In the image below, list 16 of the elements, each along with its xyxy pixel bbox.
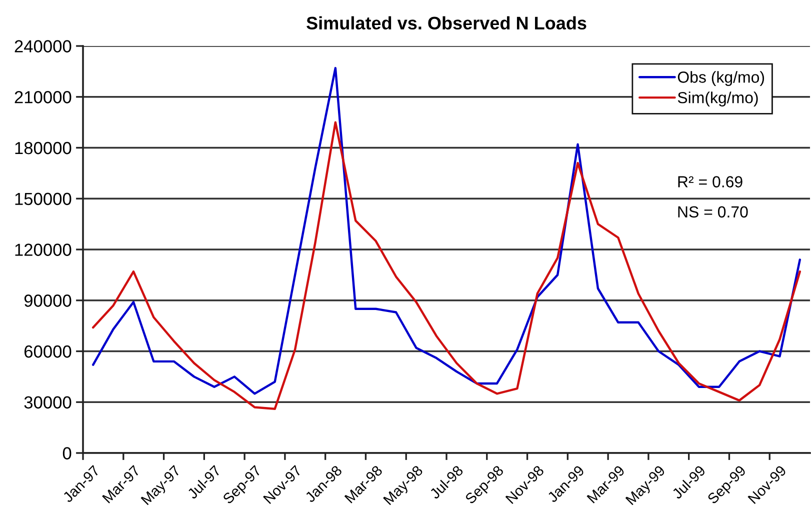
y-tick-label: 120000 (15, 244, 72, 256)
chart-title: Simulated vs. Observed N Loads (306, 16, 586, 30)
line-series (92, 121, 802, 410)
y-tick-label: 210000 (14, 91, 72, 104)
y-tick-label: 150000 (15, 192, 72, 206)
y-tick-label: 240000 (14, 40, 72, 52)
legend-label: Sim(kg/mo) (678, 92, 758, 106)
y-tick-label: 90000 (24, 294, 72, 307)
line-series (92, 66, 802, 395)
annotation: R² = 0.69 (678, 176, 742, 188)
legend-label: Obs (kg/mo) (678, 71, 764, 86)
y-tick-label: 0 (62, 447, 72, 460)
y-tick-label: 60000 (24, 345, 72, 358)
y-tick-label: 30000 (24, 396, 72, 409)
annotation: NS = 0.70 (678, 206, 748, 218)
y-tick-label: 180000 (15, 142, 72, 154)
